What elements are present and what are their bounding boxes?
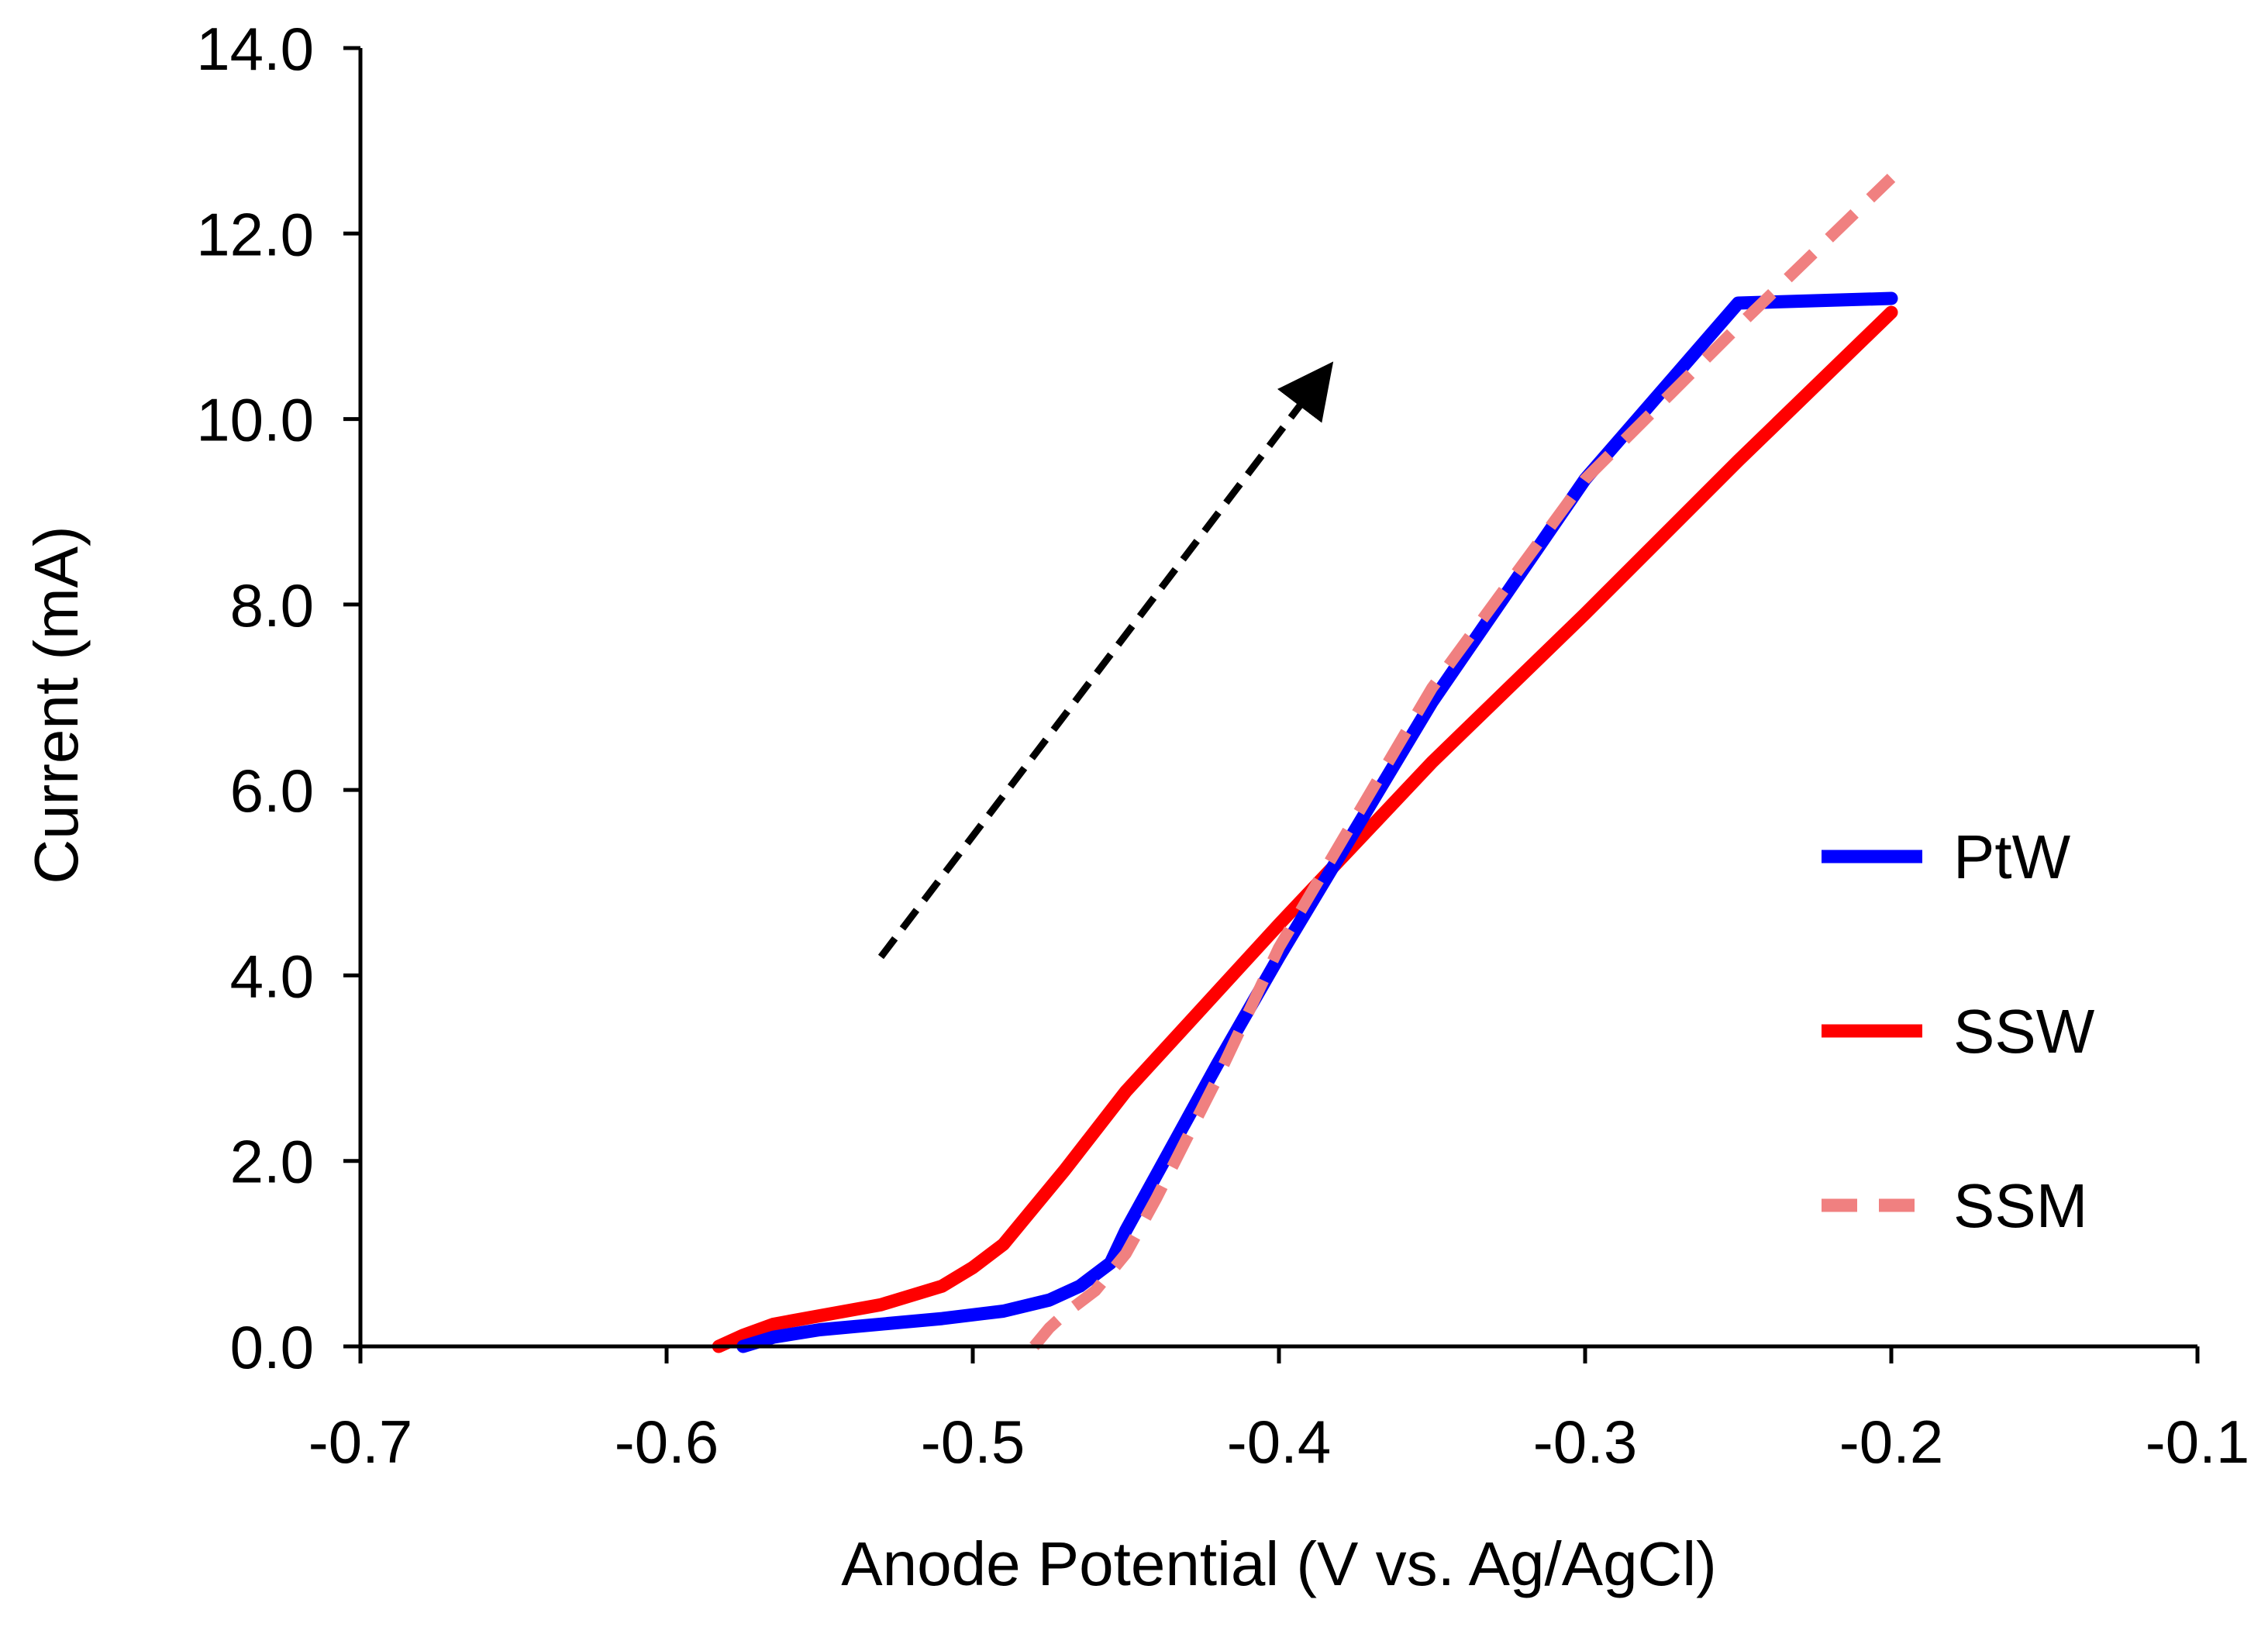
x-axis-title: Anode Potential (V vs. Ag/AgCl) [841, 1529, 1717, 1598]
y-tick-label: 14.0 [196, 15, 314, 83]
x-tick-label: -0.2 [1839, 1408, 1943, 1476]
axes: -0.7 -0.6 -0.5 -0.4 -0.3 -0.2 -0.1 0.0 2.0 4.0 6.… [196, 15, 2249, 1476]
legend: PtW SSW SSM [1822, 822, 2095, 1240]
series-line-ptw [736, 291, 1898, 1353]
y-tick-label: 8.0 [230, 571, 314, 639]
y-tick-label: 10.0 [196, 386, 314, 454]
y-tick-label: 0.0 [230, 1313, 314, 1381]
series-line-ssm [1029, 174, 1896, 1350]
legend-label-ptw: PtW [1953, 822, 2071, 891]
series-layer [712, 174, 1898, 1353]
legend-label-ssw: SSW [1953, 997, 2095, 1066]
y-tick-label: 6.0 [230, 757, 314, 825]
annotation-layer [877, 361, 1334, 960]
x-tick-label: -0.3 [1533, 1408, 1637, 1476]
direction-arrow [877, 361, 1334, 960]
y-tick-label: 4.0 [230, 942, 314, 1010]
series-line-ssw [712, 305, 1898, 1353]
x-tick-label: -0.6 [615, 1408, 719, 1476]
y-tick-label: 2.0 [230, 1128, 314, 1196]
y-tick-label: 12.0 [196, 200, 314, 268]
y-axis-title: Current (mA) [22, 526, 91, 884]
x-tick-label: -0.1 [2146, 1408, 2249, 1476]
x-ticks: -0.7 -0.6 -0.5 -0.4 -0.3 -0.2 -0.1 [308, 1346, 2249, 1476]
legend-label-ssm: SSM [1953, 1171, 2087, 1240]
x-tick-label: -0.4 [1227, 1408, 1331, 1476]
y-ticks: 0.0 2.0 4.0 6.0 8.0 10.0 12.0 14.0 [196, 15, 360, 1381]
x-tick-label: -0.7 [308, 1408, 412, 1476]
x-tick-label: -0.5 [921, 1408, 1025, 1476]
